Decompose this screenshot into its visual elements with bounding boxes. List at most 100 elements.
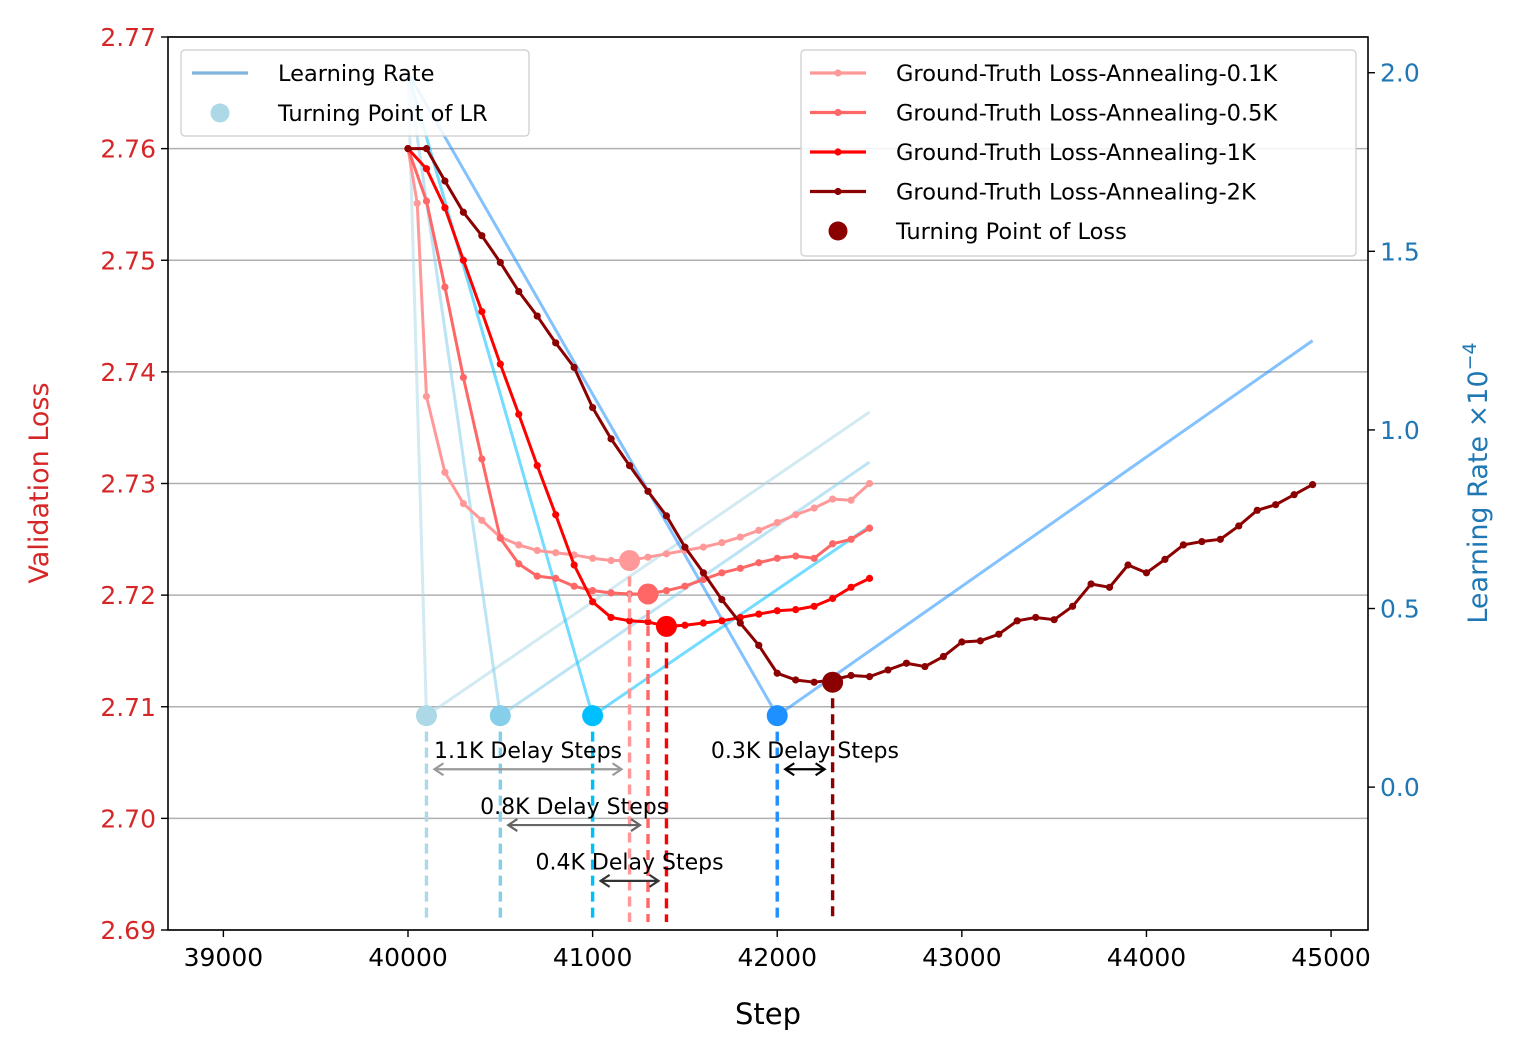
loss-point [736,564,744,572]
loss-point [662,550,671,558]
loss-point [570,561,578,569]
loss-point [829,594,837,603]
loss-point [496,258,504,267]
y-axis-right-label-base: Learning Rate ×10 [1463,370,1494,623]
loss-point [1142,569,1151,577]
delay-arrow-head-right [630,818,642,832]
loss-point [515,541,523,549]
y-axis-left-label: Validation Loss [24,382,55,583]
loss-point [552,549,560,557]
y-left-tick-label: 2.74 [100,358,156,387]
loss-point [681,621,689,629]
loss-turning-point [655,615,677,637]
loss-point [810,678,818,686]
loss-point [1272,501,1280,509]
loss-point [1032,613,1040,622]
delay-arrow-head-right [815,762,827,777]
y-left-tick-label: 2.73 [100,470,156,499]
loss-point [644,553,652,561]
loss-point [478,455,486,463]
loss-point [681,582,689,590]
loss-point [422,145,431,153]
legend-right: Ground-Truth Loss-Annealing-0.1K Ground-T… [800,49,1357,257]
loss-point [496,534,504,542]
loss-point [773,518,781,527]
loss-point [1179,541,1187,549]
loss-point [773,607,781,615]
loss-point [1087,580,1095,588]
loss-point [552,511,560,519]
loss-point [1050,616,1058,624]
loss-point [515,560,523,568]
loss-point [422,197,431,205]
legend-label: Ground-Truth Loss-Annealing-2K [896,180,1257,206]
lr-turning-point [489,705,511,727]
y-right-tick-label: 2.0 [1380,59,1420,88]
loss-point [884,666,892,674]
loss-point [552,339,560,347]
loss-point [662,587,671,595]
turning-point-guides [424,560,835,922]
loss-point [755,610,763,618]
loss-point [718,595,726,604]
y-left-tick-label: 2.70 [100,804,156,833]
loss-point [533,312,541,320]
legend-label: Turning Point of LR [277,101,488,127]
delay-arrow-head-left [783,762,795,777]
loss-point [1253,506,1261,514]
loss-point [865,673,874,681]
loss-point [589,598,597,606]
loss-point [441,204,449,212]
y-left-tick-label: 2.76 [100,135,156,164]
x-axis-ticks: 39000 40000 41000 42000 43000 44000 45000 [184,930,1371,972]
loss-point [441,283,449,291]
loss-point [552,574,560,582]
loss-point [699,619,707,627]
loss-point [810,504,818,512]
legend-swatch-marker [834,108,842,117]
lr-turning-point [415,705,437,727]
loss-point [847,583,855,591]
x-tick-label: 44000 [1107,943,1187,972]
loss-point [625,462,634,470]
x-tick-label: 41000 [553,943,633,972]
loss-point [1198,537,1206,546]
delay-annotation-label: 0.4K Delay Steps [536,851,724,876]
loss-point [755,641,763,649]
delay-arrow-head-left [598,873,611,888]
legend-label: Turning Point of Loss [895,219,1127,245]
loss-point [1290,491,1298,499]
y-axis-left-ticks: 2.69 2.70 2.71 2.72 2.73 2.74 2.75 2.76 2.77 [100,23,168,945]
legend-label: Ground-Truth Loss-Annealing-0.5K [896,101,1278,127]
loss-point [829,540,837,548]
legend-label: Ground-Truth Loss-Annealing-1K [896,140,1257,166]
delay-annotation-label: 0.3K Delay Steps [711,739,899,764]
lr-turning-point [582,705,604,727]
loss-point [478,516,486,524]
legend-right-frame [800,49,1357,257]
loss-point [459,208,467,216]
legend-swatch-marker [834,69,842,77]
legend-label: Ground-Truth Loss-Annealing-0.1K [896,61,1278,87]
loss-point [773,554,781,562]
loss-point [718,617,726,625]
delay-arrow-head-left [506,818,518,832]
loss-point [718,569,726,577]
y-left-tick-label: 2.69 [100,916,156,945]
legend-label: Learning Rate [278,61,434,87]
y-axis-right-label-exp: −4 [1459,342,1481,370]
x-tick-label: 40000 [368,943,448,972]
delay-arrow-head-right [648,873,661,888]
loss-point [570,582,578,590]
loss-line-ground-truth-loss-annealing-0-1k [406,148,871,563]
loss-point [1235,522,1243,530]
loss-point [515,287,523,296]
loss-point [625,617,634,625]
loss-point [404,145,412,153]
loss-point [995,630,1003,638]
delay-annotations: 1.1K Delay Steps 0.8K Delay Steps 0.4K Del… [432,739,899,888]
loss-point [422,165,431,173]
loss-point [1069,602,1077,610]
loss-point [755,526,763,534]
loss-point [736,533,744,541]
